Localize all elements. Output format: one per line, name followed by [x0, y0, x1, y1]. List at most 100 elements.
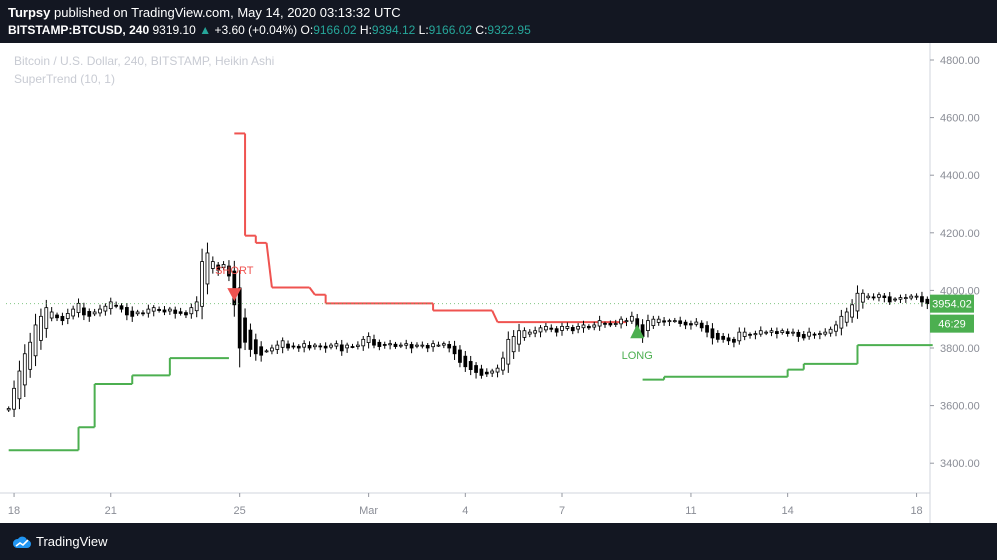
candle-bullish [909, 295, 914, 299]
candle-bearish [130, 310, 135, 317]
candle-bearish [318, 345, 323, 348]
candle-bullish [431, 343, 435, 348]
price-chart[interactable]: Bitcoin / U.S. Dollar, 240, BITSTAMP, He… [0, 43, 997, 523]
candle-bearish [662, 320, 666, 323]
candle-bearish [732, 338, 736, 343]
candle-bullish [44, 307, 49, 329]
candle-bullish [506, 338, 511, 365]
countdown-tag [930, 314, 974, 333]
candle-bearish [705, 325, 709, 333]
candle-bullish [135, 311, 140, 315]
candle-bullish [210, 261, 215, 269]
candle-bearish [484, 371, 489, 375]
candle-bullish [651, 318, 656, 327]
candle-bullish [103, 305, 108, 312]
published-info: published on TradingView.com, May 14, 20… [54, 5, 401, 20]
x-tick-label: 7 [559, 505, 565, 517]
candle-bearish [216, 264, 221, 271]
chart-header: Turpsy published on TradingView.com, May… [0, 0, 997, 42]
candle-bullish [522, 330, 527, 338]
y-tick-label: 3800.00 [940, 343, 980, 355]
candle-bullish [108, 301, 113, 310]
candle-bullish [672, 320, 677, 323]
candle-bearish [243, 317, 247, 343]
candle-bearish [173, 309, 178, 314]
candle-bullish [613, 323, 618, 325]
candle-bullish [877, 294, 881, 298]
candle-bullish [903, 297, 908, 300]
candle-bearish [887, 296, 892, 303]
candle-bullish [270, 347, 274, 352]
author-name[interactable]: Turpsy [8, 5, 51, 20]
candle-bullish [151, 307, 156, 312]
candle-bullish [313, 344, 317, 348]
candle-bearish [678, 320, 683, 324]
candle-bullish [355, 344, 360, 347]
supertrend-down-step [265, 242, 273, 288]
candle-bearish [458, 349, 462, 363]
candle-bearish [291, 345, 296, 348]
tradingview-brand: TradingView [36, 534, 108, 549]
low-label: L: [418, 23, 429, 37]
candle-bullish [205, 252, 210, 285]
x-tick-label: 21 [105, 505, 117, 517]
long-signal-label: LONG [622, 350, 653, 362]
candle-bullish [817, 333, 822, 336]
candle-bullish [619, 318, 623, 325]
candle-bearish [55, 314, 59, 319]
candle-bearish [87, 311, 92, 317]
candle-bearish [699, 322, 704, 329]
candle-bearish [248, 329, 253, 350]
current-price-tag[interactable] [930, 294, 974, 313]
candle-bullish [146, 308, 151, 314]
candle-bullish [65, 313, 70, 319]
candle-bullish [511, 336, 516, 353]
candle-bullish [581, 324, 586, 329]
candle-bullish [855, 292, 860, 312]
x-tick-label: 18 [910, 505, 922, 517]
chart-area[interactable]: Bitcoin / U.S. Dollar, 240, BITSTAMP, He… [0, 43, 997, 523]
candle-bearish [925, 298, 930, 305]
candle-bullish [490, 370, 495, 374]
candle-bearish [82, 307, 86, 316]
close-value: 9322.95 [487, 23, 531, 37]
chart-title: Bitcoin / U.S. Dollar, 240, BITSTAMP, He… [14, 54, 274, 68]
x-tick-label: Mar [359, 505, 378, 517]
candle-bullish [544, 325, 548, 331]
candle-bearish [339, 344, 344, 352]
candle-bearish [323, 345, 328, 349]
candle-bullish [780, 330, 785, 333]
candle-bearish [710, 328, 715, 339]
open-value: 9166.02 [313, 23, 357, 37]
candle-bullish [17, 370, 22, 400]
candle-bullish [334, 343, 339, 347]
candle-bullish [302, 343, 307, 348]
y-tick-label: 4800.00 [940, 55, 980, 67]
candle-bearish [124, 307, 129, 316]
candle-bearish [775, 331, 779, 334]
low-value: 9166.02 [428, 23, 473, 37]
candle-bearish [801, 334, 806, 339]
candle-bullish [28, 341, 33, 370]
candle-bearish [785, 331, 790, 334]
symbol-name: BITSTAMP:BTCUSD, 240 [8, 23, 150, 37]
close-label: C: [475, 23, 488, 37]
y-tick-label: 4400.00 [940, 170, 980, 182]
candle-bullish [200, 261, 204, 307]
x-tick-label: 11 [685, 505, 696, 517]
high-value: 9394.12 [371, 23, 416, 37]
short-signal-arrow-icon [227, 288, 242, 302]
candle-bearish [689, 323, 693, 326]
candle-bearish [871, 296, 876, 299]
candle-bullish [92, 311, 97, 315]
candle-bearish [178, 311, 183, 314]
candle-bullish [533, 330, 538, 334]
candle-bearish [114, 304, 119, 307]
candle-bullish [866, 295, 871, 299]
candle-bearish [586, 325, 591, 329]
candle-bearish [474, 365, 478, 373]
tradingview-logo[interactable]: TradingView [12, 534, 108, 549]
candle-bullish [737, 331, 742, 342]
candle-bullish [517, 330, 521, 345]
candle-bullish [98, 308, 102, 314]
